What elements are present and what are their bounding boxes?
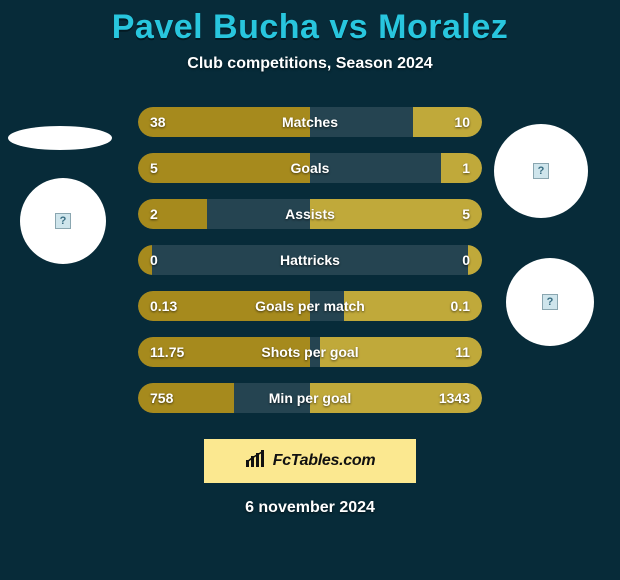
stats-list: 38Matches105Goals12Assists50Hattricks00.… bbox=[138, 107, 482, 413]
stat-value-right: 5 bbox=[424, 206, 482, 222]
stat-label: Matches bbox=[196, 114, 424, 130]
stat-value-left: 758 bbox=[138, 390, 196, 406]
stat-value-right: 10 bbox=[424, 114, 482, 130]
decoration-circle bbox=[506, 258, 594, 346]
stat-row: 5Goals1 bbox=[138, 153, 482, 183]
stat-label: Min per goal bbox=[196, 390, 424, 406]
stat-value-right: 0.1 bbox=[424, 298, 482, 314]
stat-label: Goals bbox=[196, 160, 424, 176]
placeholder-icon bbox=[55, 213, 71, 229]
stat-value-left: 2 bbox=[138, 206, 196, 222]
stat-row: 38Matches10 bbox=[138, 107, 482, 137]
stat-row: 2Assists5 bbox=[138, 199, 482, 229]
brand-text: FcTables.com bbox=[273, 452, 376, 470]
stat-value-right: 1343 bbox=[424, 390, 482, 406]
stat-value-left: 11.75 bbox=[138, 344, 196, 360]
stat-label: Hattricks bbox=[196, 252, 424, 268]
date-text: 6 november 2024 bbox=[0, 499, 620, 517]
placeholder-icon bbox=[542, 294, 558, 310]
stat-label: Shots per goal bbox=[196, 344, 424, 360]
stat-value-left: 0 bbox=[138, 252, 196, 268]
stat-label: Assists bbox=[196, 206, 424, 222]
stat-value-left: 5 bbox=[138, 160, 196, 176]
placeholder-icon bbox=[533, 163, 549, 179]
stat-row: 0Hattricks0 bbox=[138, 245, 482, 275]
stat-row: 0.13Goals per match0.1 bbox=[138, 291, 482, 321]
brand-chart-icon bbox=[245, 450, 267, 473]
decoration-circle bbox=[20, 178, 106, 264]
page-title: Pavel Bucha vs Moralez bbox=[0, 8, 620, 47]
stat-value-left: 38 bbox=[138, 114, 196, 130]
subtitle: Club competitions, Season 2024 bbox=[0, 55, 620, 73]
decoration-circle bbox=[8, 126, 112, 150]
stat-value-left: 0.13 bbox=[138, 298, 196, 314]
stat-value-right: 1 bbox=[424, 160, 482, 176]
stat-row: 11.75Shots per goal11 bbox=[138, 337, 482, 367]
stat-row: 758Min per goal1343 bbox=[138, 383, 482, 413]
brand-badge: FcTables.com bbox=[204, 439, 416, 483]
stat-label: Goals per match bbox=[196, 298, 424, 314]
stat-value-right: 0 bbox=[424, 252, 482, 268]
stat-value-right: 11 bbox=[424, 344, 482, 360]
decoration-circle bbox=[494, 124, 588, 218]
